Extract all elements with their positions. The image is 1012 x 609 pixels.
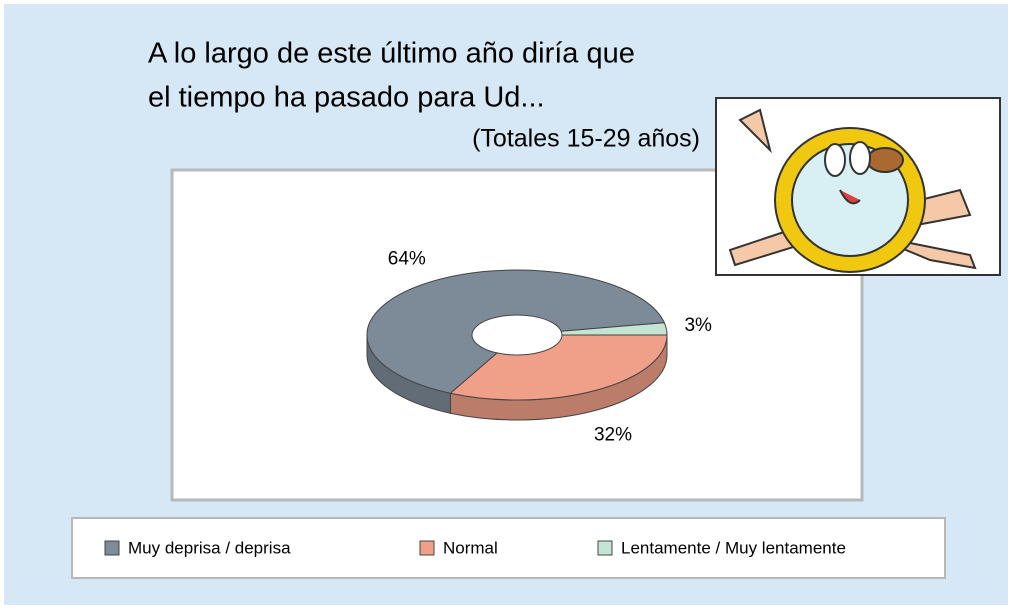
legend-label: Lentamente / Muy lentamente bbox=[621, 538, 846, 557]
data-label: 64% bbox=[388, 248, 426, 269]
legend-box bbox=[71, 517, 946, 579]
data-label: 32% bbox=[594, 425, 632, 446]
slice bbox=[449, 334, 668, 401]
legend-swatch bbox=[597, 540, 613, 556]
slice bbox=[560, 322, 668, 336]
chart-subtitle: (Totales 15-29 años) bbox=[472, 125, 700, 153]
legend-swatch bbox=[104, 540, 120, 556]
legend-label: Normal bbox=[443, 538, 498, 557]
clock-illustration bbox=[715, 97, 1001, 276]
slice bbox=[366, 269, 666, 394]
data-label: 3% bbox=[684, 315, 712, 336]
legend-swatch bbox=[419, 540, 435, 556]
legend-label: Muy deprisa / deprisa bbox=[128, 538, 291, 557]
chart-title-line: el tiempo ha pasado para Ud... bbox=[148, 82, 545, 114]
chart-title-line: A lo largo de este último año diría que bbox=[148, 38, 635, 70]
